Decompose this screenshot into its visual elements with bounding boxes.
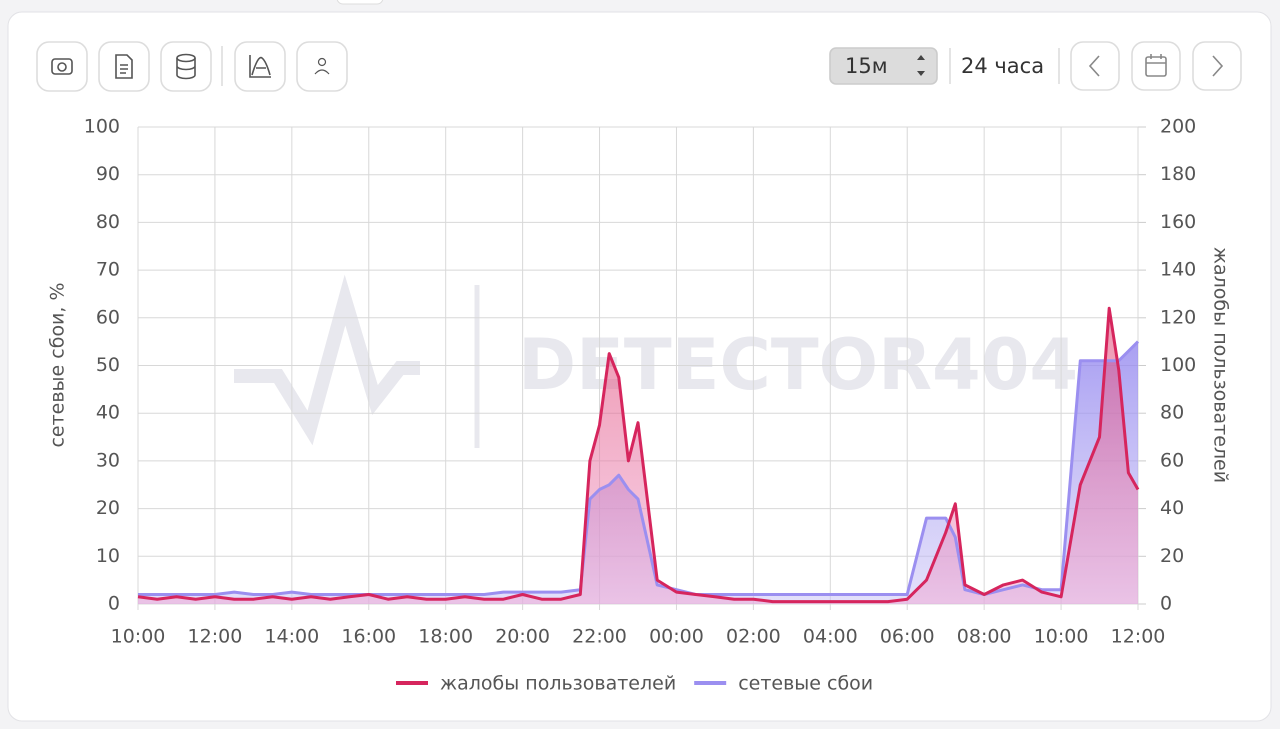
x-tick-label: 04:00 bbox=[803, 626, 858, 648]
y2-tick-label: 200 bbox=[1160, 116, 1196, 138]
y-tick-label: 80 bbox=[96, 211, 120, 233]
y2-tick-label: 20 bbox=[1160, 545, 1184, 567]
user-button[interactable] bbox=[296, 41, 348, 92]
x-tick-label: 18:00 bbox=[418, 626, 473, 648]
toolbar bbox=[36, 41, 1242, 92]
x-tick-label: 14:00 bbox=[264, 626, 319, 648]
x-tick-label: 02:00 bbox=[726, 626, 781, 648]
y-axis-label: сетевые сбои, % bbox=[47, 282, 69, 447]
x-tick-label: 10:00 bbox=[1034, 626, 1089, 648]
x-tick-label: 12:00 bbox=[188, 626, 243, 648]
y-tick-label: 70 bbox=[96, 259, 120, 281]
chart-type-button[interactable] bbox=[234, 41, 286, 92]
y2-tick-label: 100 bbox=[1160, 354, 1196, 376]
x-tick-label: 20:00 bbox=[495, 626, 550, 648]
x-tick-label: 00:00 bbox=[649, 626, 704, 648]
x-tick-label: 22:00 bbox=[572, 626, 627, 648]
y-tick-label: 60 bbox=[96, 306, 120, 328]
y2-tick-label: 120 bbox=[1160, 306, 1196, 328]
y2-tick-label: 80 bbox=[1160, 402, 1184, 424]
series-area bbox=[138, 308, 1138, 604]
y-tick-label: 30 bbox=[96, 449, 120, 471]
series-line bbox=[137, 306, 1140, 604]
next-button[interactable] bbox=[1192, 41, 1242, 91]
screenshot-button[interactable] bbox=[36, 41, 88, 92]
y-tick-label: 40 bbox=[96, 402, 120, 424]
interval-select[interactable] bbox=[829, 47, 938, 85]
report-button[interactable] bbox=[98, 41, 150, 92]
range-label: 24 часа bbox=[961, 54, 1044, 78]
watermark-logo bbox=[234, 274, 480, 448]
y-tick-label: 100 bbox=[84, 116, 120, 138]
y-tick-label: 20 bbox=[96, 497, 120, 519]
y-tick-label: 10 bbox=[96, 545, 120, 567]
legend-label: жалобы пользователей bbox=[440, 673, 676, 695]
prev-button[interactable] bbox=[1070, 41, 1120, 91]
x-tick-label: 12:00 bbox=[1111, 626, 1166, 648]
y-tick-label: 0 bbox=[108, 593, 120, 615]
y2-axis-label: жалобы пользователей bbox=[1210, 247, 1232, 483]
y-tick-label: 90 bbox=[96, 163, 120, 185]
y2-tick-label: 140 bbox=[1160, 259, 1196, 281]
tab bbox=[336, 0, 384, 5]
x-tick-label: 06:00 bbox=[880, 626, 935, 648]
x-tick-label: 08:00 bbox=[957, 626, 1012, 648]
y-tick-label: 50 bbox=[96, 354, 120, 376]
legend-label: сетевые сбои bbox=[738, 673, 873, 695]
y2-tick-label: 0 bbox=[1160, 593, 1172, 615]
y2-tick-label: 160 bbox=[1160, 211, 1196, 233]
y2-tick-label: 60 bbox=[1160, 449, 1184, 471]
y2-tick-label: 180 bbox=[1160, 163, 1196, 185]
data-button[interactable] bbox=[160, 41, 212, 92]
calendar-button[interactable] bbox=[1131, 41, 1181, 91]
x-tick-label: 10:00 bbox=[111, 626, 166, 648]
interval-label: 15м bbox=[845, 54, 888, 78]
x-tick-label: 16:00 bbox=[341, 626, 396, 648]
y2-tick-label: 40 bbox=[1160, 497, 1184, 519]
